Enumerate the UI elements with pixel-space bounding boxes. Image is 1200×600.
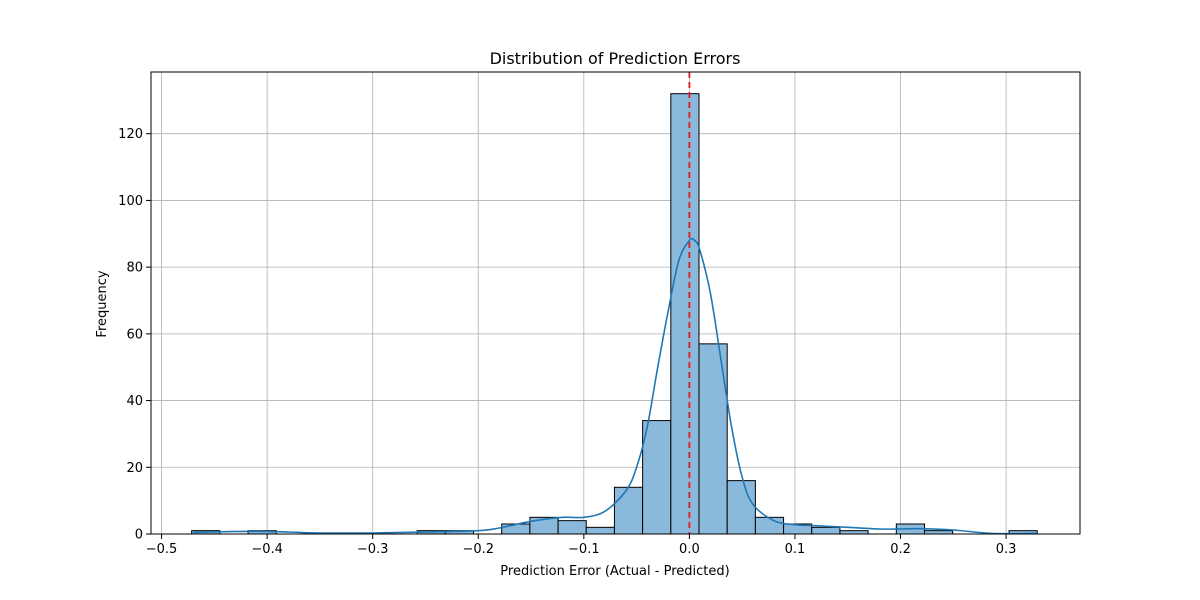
x-axis-ticks: −0.5 −0.4 −0.3 −0.2 −0.1 0.0 0.1 0.2 0.3 xyxy=(146,534,1017,557)
x-tick-label: 0.0 xyxy=(679,542,700,557)
y-tick-label: 100 xyxy=(118,194,143,209)
histogram-bar xyxy=(726,480,756,535)
histogram-bar xyxy=(642,420,672,535)
x-tick-label: 0.2 xyxy=(890,542,911,557)
histogram-bar xyxy=(754,516,785,535)
x-tick-label: 0.3 xyxy=(996,542,1017,557)
x-tick-label: −0.3 xyxy=(357,542,389,557)
y-tick-label: 40 xyxy=(126,394,143,409)
y-axis-ticks: 0 20 40 60 80 100 120 xyxy=(118,127,151,543)
y-tick-label: 80 xyxy=(126,261,143,276)
y-axis-label: Frequency xyxy=(95,270,110,337)
y-tick-label: 20 xyxy=(126,461,143,476)
histogram-bar xyxy=(670,93,700,535)
x-tick-label: −0.2 xyxy=(462,542,494,557)
histogram-bar xyxy=(613,486,644,535)
x-tick-label: −0.1 xyxy=(568,542,600,557)
y-tick-label: 60 xyxy=(126,327,143,342)
histogram-bar xyxy=(698,343,728,535)
histogram-bar xyxy=(557,520,587,535)
x-tick-label: −0.4 xyxy=(251,542,283,557)
histogram-bar xyxy=(501,523,531,535)
plot-frame xyxy=(150,71,1081,535)
x-axis-label: Prediction Error (Actual - Predicted) xyxy=(500,564,729,579)
x-tick-label: 0.1 xyxy=(785,542,806,557)
kde-curve xyxy=(193,237,1038,535)
histogram-bar xyxy=(811,526,841,535)
x-tick-label: −0.5 xyxy=(146,542,178,557)
y-tick-label: 0 xyxy=(135,528,143,543)
histogram-bar xyxy=(839,530,869,535)
y-tick-label: 120 xyxy=(118,127,143,142)
histogram-bar xyxy=(585,526,615,535)
chart-title: Distribution of Prediction Errors xyxy=(490,49,741,68)
histogram-bar xyxy=(923,530,954,535)
histogram-bars xyxy=(191,93,1038,535)
